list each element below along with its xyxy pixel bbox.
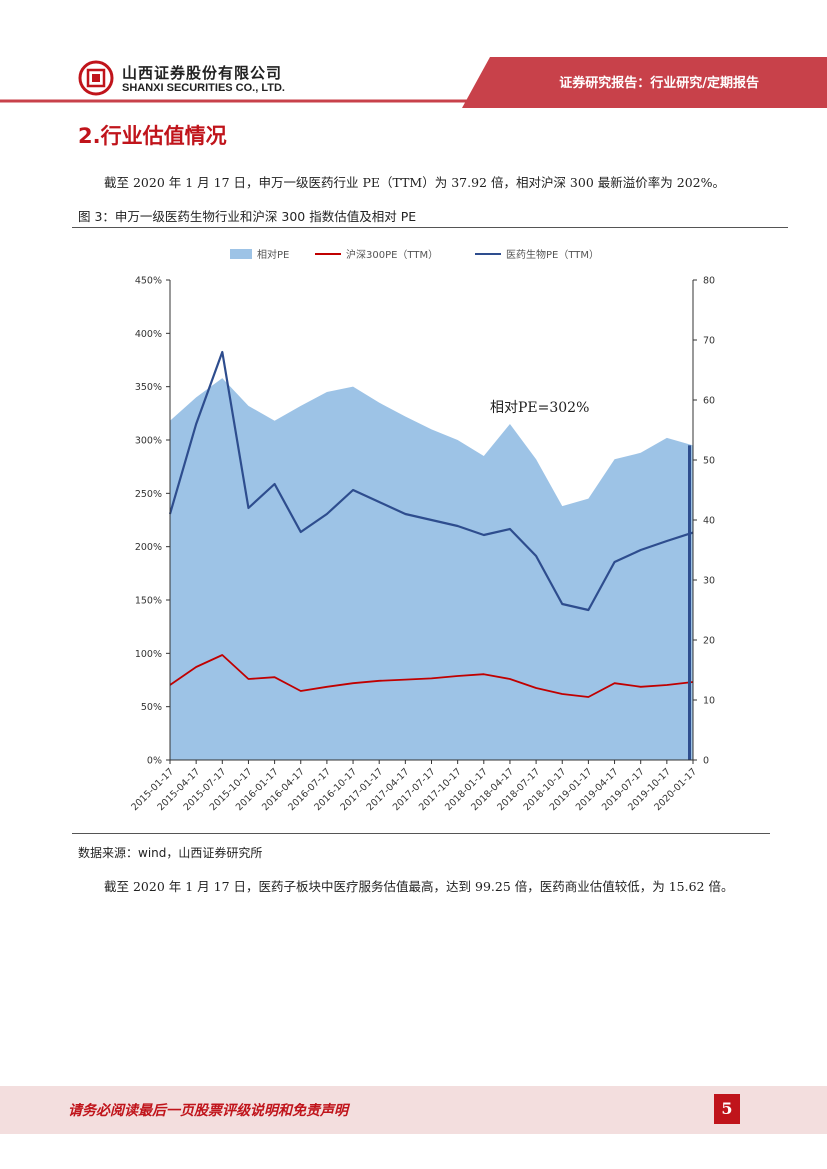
figure-top-rule	[72, 227, 788, 228]
series-area-relative-pe	[170, 378, 693, 760]
legend-swatch-relative-pe	[230, 249, 252, 259]
footer-band	[0, 1086, 827, 1134]
tick-label-left-7: 350%	[135, 382, 162, 393]
tick-label-right-3: 30	[703, 576, 715, 587]
paragraph-valuation: 截至 2020 年 1 月 17 日，申万一级医药行业 PE（TTM）为 37.…	[104, 175, 725, 190]
tick-label-left-5: 250%	[135, 489, 162, 500]
tick-label-right-8: 80	[703, 276, 715, 287]
tick-label-right-4: 40	[703, 516, 715, 527]
legend-label-0: 相对PE	[257, 248, 289, 261]
tick-label-right-7: 70	[703, 336, 715, 347]
tick-label-right-1: 10	[703, 696, 715, 707]
header-decoration	[0, 57, 827, 108]
footer-disclaimer: 请务必阅读最后一页股票评级说明和免责声明	[68, 1103, 348, 1119]
valuation-chart: 相对PE 沪深300PE（TTM） 医药生物PE（TTM） 0% 50% 100% 150%…	[129, 248, 715, 813]
legend-label-1: 沪深300PE（TTM）	[346, 248, 438, 261]
series-line-hs300	[169, 654, 694, 698]
report-type: 证券研究报告：行业研究/定期报告	[559, 76, 759, 91]
figure-source: 数据来源：wind，山西证券研究所	[78, 846, 263, 860]
chart-annotation: 相对PE=302%	[490, 400, 589, 416]
page-header: 山西证券股份有限公司 SHANXI SECURITIES CO., LTD. 证…	[0, 0, 827, 110]
figure-caption: 图 3：申万一级医药生物行业和沪深 300 指数估值及相对 PE	[78, 209, 417, 224]
tick-label-left-9: 450%	[135, 276, 162, 287]
figure-bottom-rule	[72, 833, 770, 834]
company-logo-icon	[78, 60, 114, 96]
paragraph-subsector: 截至 2020 年 1 月 17 日，医药子板块中医疗服务估值最高，达到 99.…	[104, 879, 734, 894]
tick-label-right-6: 60	[703, 396, 715, 407]
tick-label-left-1: 50%	[141, 702, 162, 713]
tick-label-left-3: 150%	[135, 596, 162, 607]
tick-label-left-4: 200%	[135, 542, 162, 553]
section-title: 2.行业估值情况	[78, 124, 227, 148]
company-name-cn: 山西证券股份有限公司	[122, 64, 283, 82]
tick-label-left-8: 400%	[135, 329, 162, 340]
series-end-bar	[688, 445, 691, 760]
tick-label-left-0: 0%	[147, 756, 162, 767]
tick-label-right-2: 20	[703, 636, 715, 647]
page-number: 5	[714, 1094, 740, 1124]
series-line-pharma	[168, 350, 694, 612]
legend-label-2: 医药生物PE（TTM）	[506, 248, 599, 261]
tick-label-left-2: 100%	[135, 649, 162, 660]
tick-label-right-5: 50	[703, 456, 715, 467]
company-name-en: SHANXI SECURITIES CO., LTD.	[122, 82, 285, 94]
tick-label-right-0: 0	[703, 756, 709, 767]
tick-label-left-6: 300%	[135, 436, 162, 447]
